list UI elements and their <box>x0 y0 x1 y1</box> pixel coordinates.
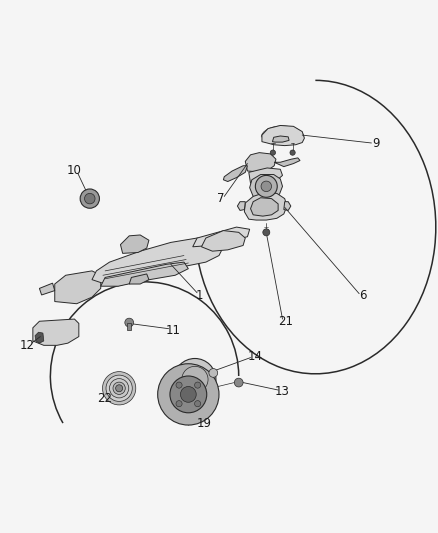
Text: 6: 6 <box>359 289 367 302</box>
Circle shape <box>176 401 182 407</box>
Text: 22: 22 <box>97 392 112 405</box>
Polygon shape <box>274 158 300 167</box>
Circle shape <box>102 372 136 405</box>
Circle shape <box>234 378 243 387</box>
Text: 9: 9 <box>372 138 380 150</box>
Circle shape <box>194 382 201 388</box>
Text: 11: 11 <box>166 324 180 336</box>
Circle shape <box>80 189 99 208</box>
Polygon shape <box>250 174 283 197</box>
Text: 7: 7 <box>217 192 225 205</box>
Polygon shape <box>33 319 79 345</box>
Polygon shape <box>193 227 250 247</box>
Polygon shape <box>237 201 245 211</box>
Text: 19: 19 <box>197 417 212 430</box>
Circle shape <box>85 193 95 204</box>
Circle shape <box>106 375 132 401</box>
Circle shape <box>270 150 276 155</box>
Circle shape <box>176 382 182 388</box>
Circle shape <box>125 318 134 327</box>
Circle shape <box>180 386 196 402</box>
Polygon shape <box>92 238 223 284</box>
Circle shape <box>113 382 125 394</box>
Circle shape <box>182 366 208 393</box>
Text: 14: 14 <box>247 350 262 363</box>
Circle shape <box>261 181 272 191</box>
Circle shape <box>194 401 201 407</box>
Polygon shape <box>244 193 287 220</box>
Circle shape <box>263 229 270 236</box>
Polygon shape <box>120 235 149 253</box>
Polygon shape <box>129 274 149 284</box>
Polygon shape <box>272 136 289 142</box>
Text: 10: 10 <box>67 164 82 176</box>
Circle shape <box>170 376 207 413</box>
Polygon shape <box>251 198 278 216</box>
Text: 13: 13 <box>275 385 290 398</box>
Text: 1: 1 <box>195 289 203 302</box>
Circle shape <box>116 385 123 392</box>
Circle shape <box>174 359 216 400</box>
Polygon shape <box>249 168 283 184</box>
Polygon shape <box>284 201 291 211</box>
Text: 12: 12 <box>20 339 35 352</box>
Polygon shape <box>223 166 247 182</box>
Circle shape <box>158 364 219 425</box>
Text: 21: 21 <box>278 315 293 328</box>
Circle shape <box>110 378 129 398</box>
Circle shape <box>255 175 277 197</box>
Polygon shape <box>245 152 276 172</box>
Polygon shape <box>101 262 188 286</box>
Polygon shape <box>201 231 245 251</box>
Polygon shape <box>262 125 304 146</box>
Polygon shape <box>55 271 101 304</box>
Circle shape <box>290 150 295 155</box>
Polygon shape <box>35 332 44 343</box>
Circle shape <box>209 368 218 377</box>
Bar <box>127 322 131 330</box>
Polygon shape <box>39 283 55 295</box>
